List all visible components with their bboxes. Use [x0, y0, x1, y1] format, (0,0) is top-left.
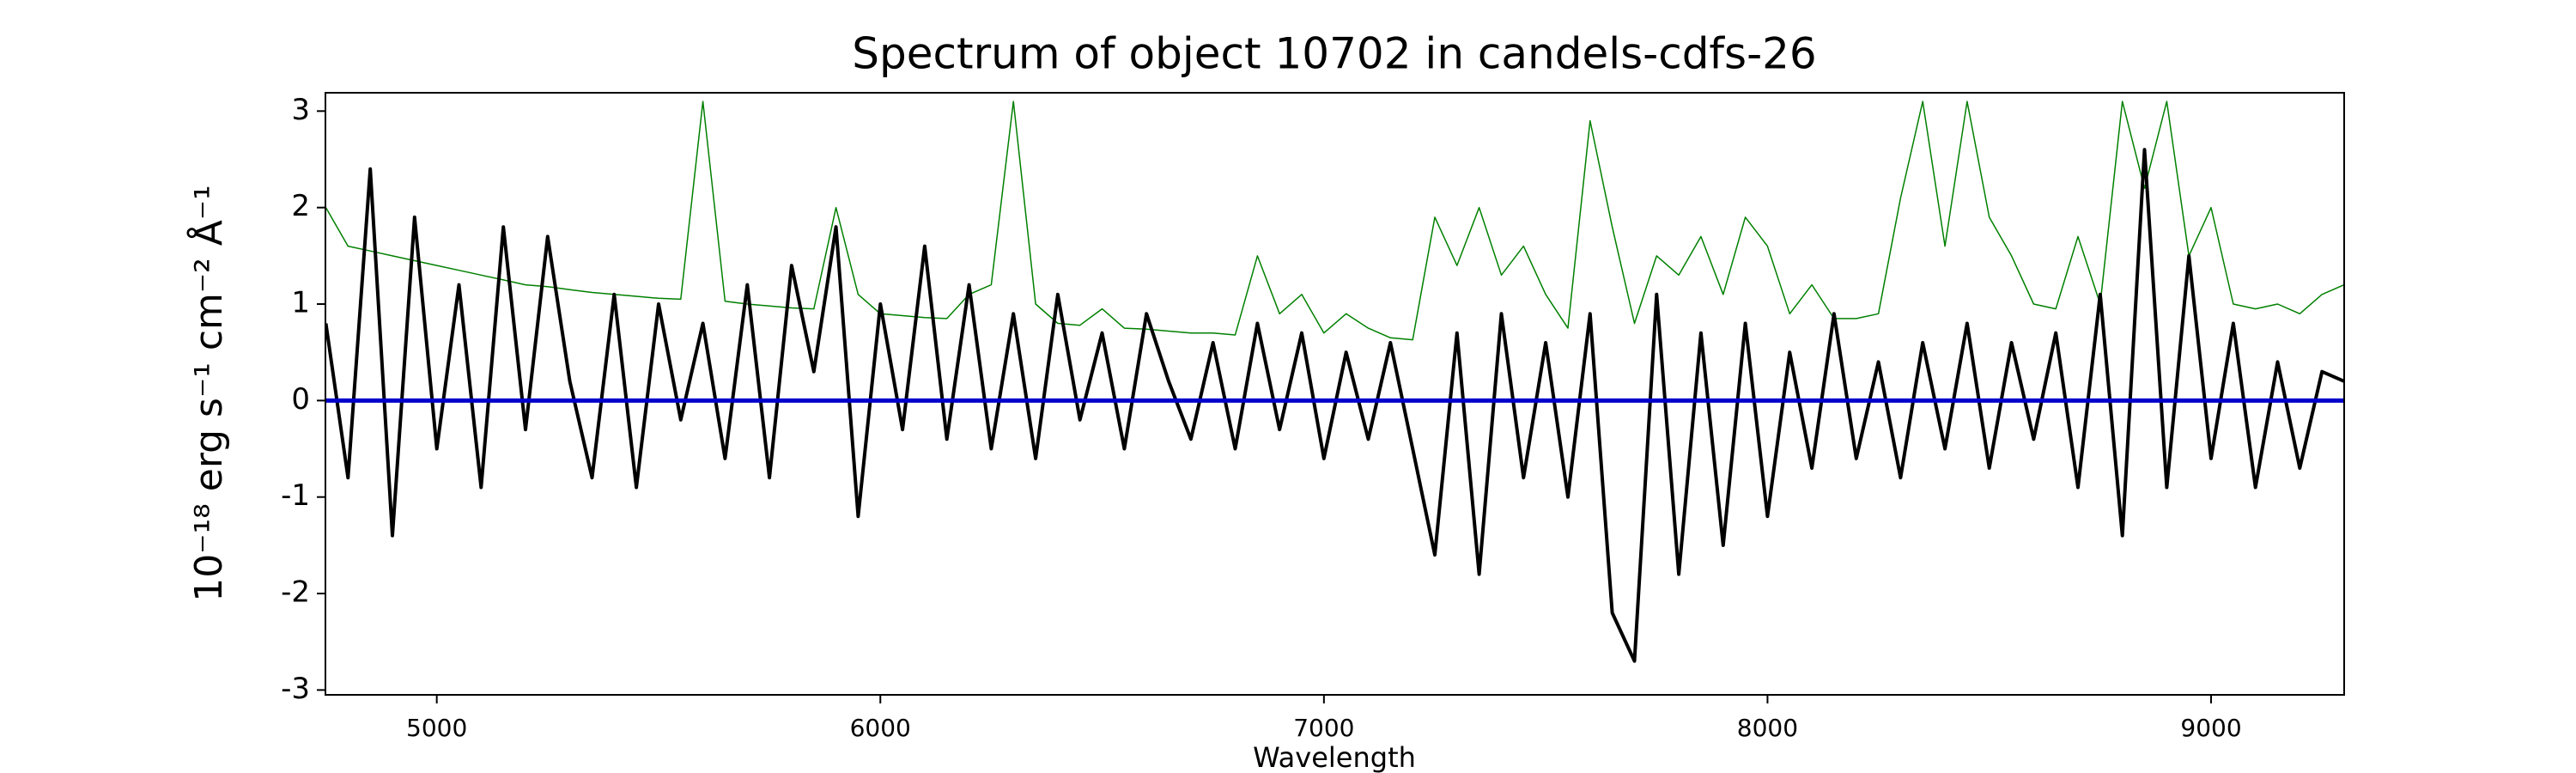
y-tick-label: -2: [281, 575, 310, 610]
x-tick-label: 5000: [406, 714, 467, 742]
y-axis-label: 10⁻¹⁸ erg s⁻¹ cm⁻² Å⁻¹: [185, 185, 231, 601]
spectrum-line: [325, 100, 2344, 341]
y-tick-label: -3: [281, 672, 310, 706]
y-tick-label: 1: [291, 286, 310, 320]
y-tick-label: 2: [291, 189, 310, 223]
y-tick-label: 3: [291, 93, 310, 127]
y-tick-label: -1: [281, 478, 310, 513]
x-tick-label: 6000: [850, 714, 911, 742]
y-tick-label: 0: [291, 382, 310, 417]
x-tick-label: 7000: [1293, 714, 1354, 742]
x-axis-label: Wavelength: [1253, 741, 1416, 773]
spectrum-line: [325, 148, 2344, 663]
x-tick-label: 9000: [2180, 714, 2241, 742]
chart-title: Spectrum of object 10702 in candels-cdfs…: [852, 29, 1817, 79]
plot-area: [325, 100, 2344, 663]
plot-frame: [325, 92, 2345, 696]
x-tick-label: 8000: [1737, 714, 1798, 742]
